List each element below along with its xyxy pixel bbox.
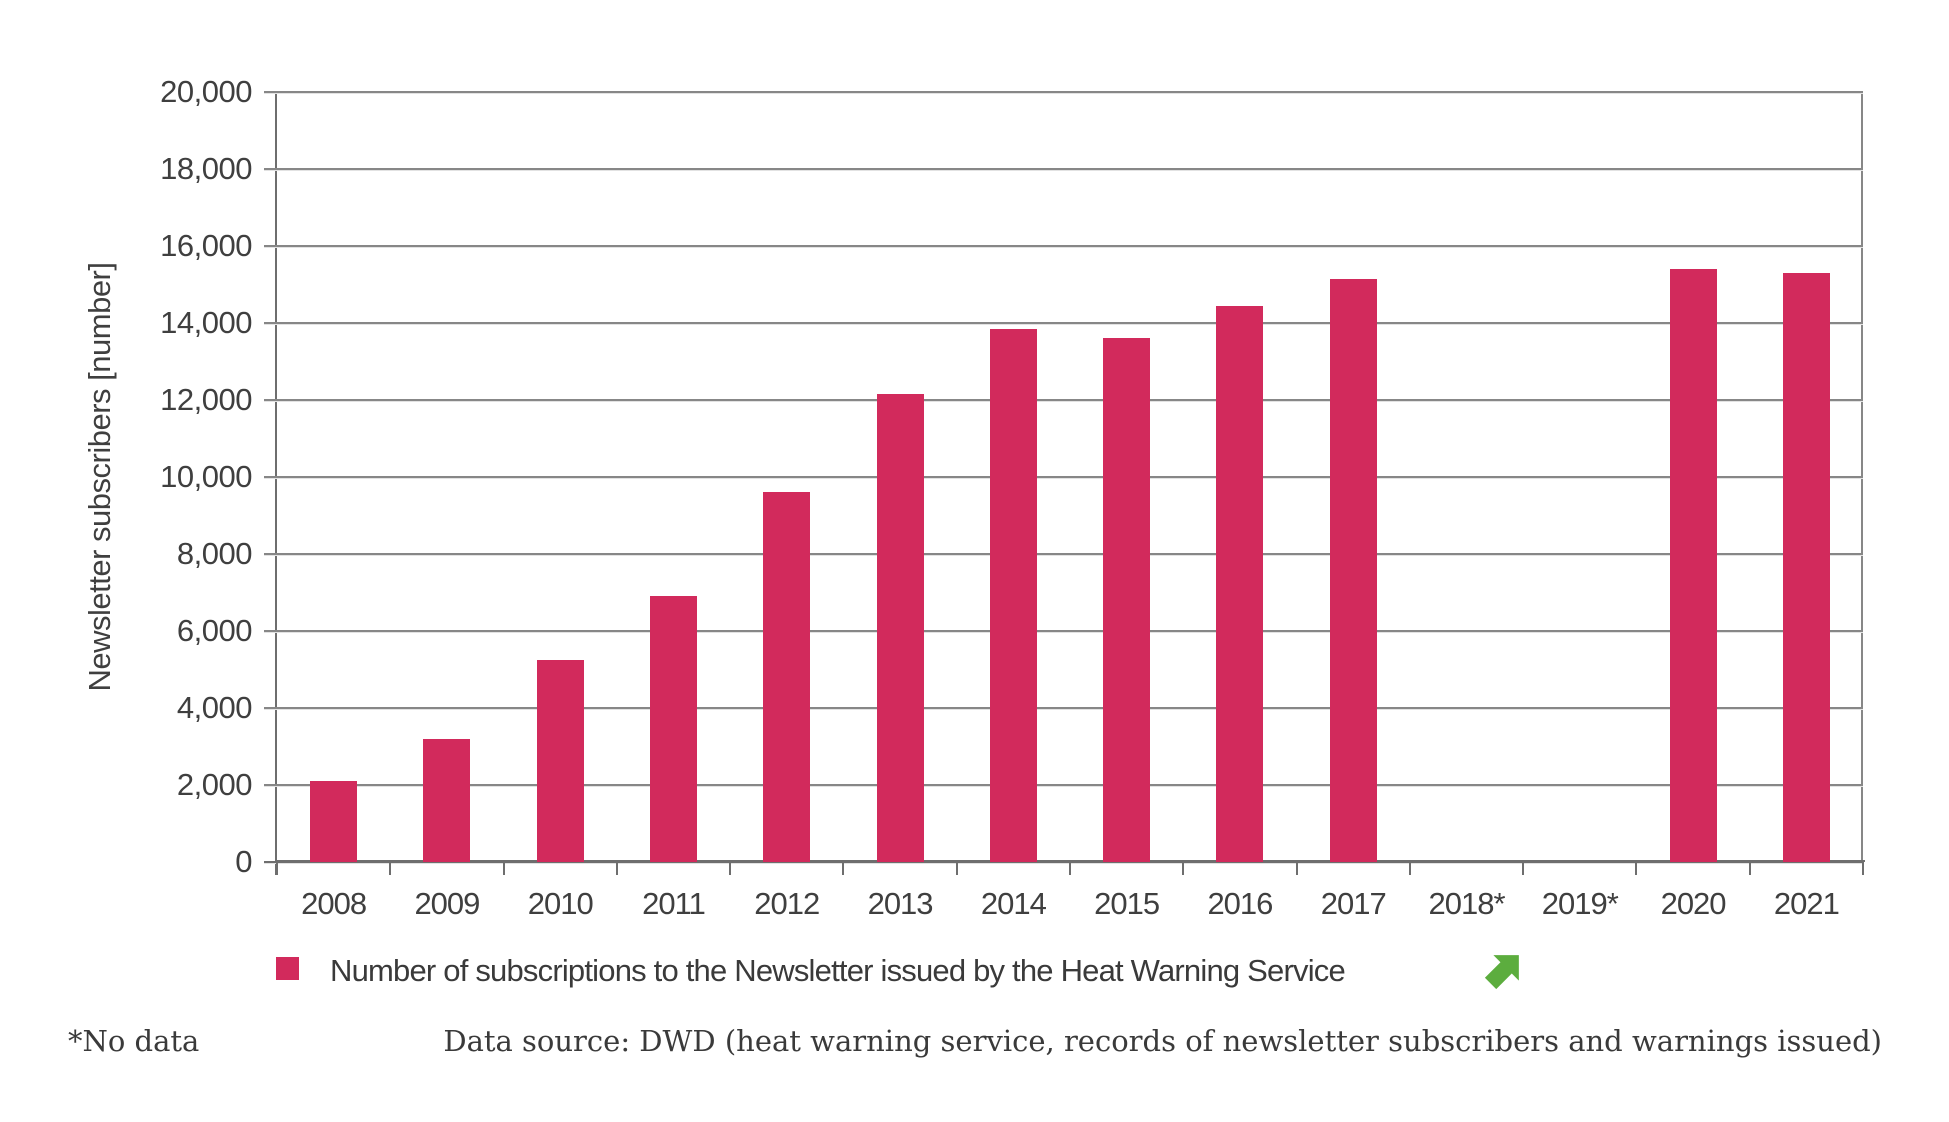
x-tick xyxy=(616,862,618,875)
bar-2008 xyxy=(310,781,358,862)
y-axis-line xyxy=(275,92,277,875)
y-tick-label: 20,000 xyxy=(160,74,252,109)
x-tick xyxy=(1069,862,1071,875)
bar-2014 xyxy=(989,329,1037,862)
y-tick-label: 8,000 xyxy=(176,536,253,571)
gridline xyxy=(264,91,1863,93)
gridline xyxy=(264,630,1863,632)
x-tick xyxy=(729,862,731,875)
y-tick-label: 10,000 xyxy=(160,459,252,494)
gridline xyxy=(264,707,1863,709)
x-tick-label: 2009 xyxy=(414,886,480,921)
x-tick xyxy=(503,862,505,875)
x-tick xyxy=(276,862,278,875)
trend-up-arrow-icon xyxy=(1484,955,1519,990)
gridline xyxy=(264,399,1863,401)
gridline xyxy=(264,322,1863,324)
y-tick-label: 16,000 xyxy=(160,228,252,263)
x-tick-label: 2019* xyxy=(1541,886,1619,921)
x-tick-label: 2012 xyxy=(754,886,820,921)
x-tick xyxy=(389,862,391,875)
data-source-note: Data source: DWD (heat warning service, … xyxy=(443,1024,1882,1058)
legend-swatch xyxy=(276,957,299,980)
x-tick xyxy=(1296,862,1298,875)
x-tick-label: 2016 xyxy=(1207,886,1273,921)
bar-2017 xyxy=(1329,279,1377,862)
plot-area: 20,000 18,000 16,000 14,000 12,000 10,000 8,00… xyxy=(160,75,1865,921)
no-data-footnote: *No data xyxy=(68,1024,200,1058)
bar-2021 xyxy=(1782,273,1830,862)
x-tick xyxy=(956,862,958,875)
gridline xyxy=(264,476,1863,478)
x-tick-label: 2008 xyxy=(301,886,367,921)
y-tick-label: 12,000 xyxy=(160,382,252,417)
bar-2020 xyxy=(1669,269,1717,862)
bar-2016 xyxy=(1216,306,1264,862)
bar-2015 xyxy=(1103,338,1151,862)
gridline xyxy=(264,245,1863,247)
x-tick-label: 2014 xyxy=(980,886,1047,921)
y-tick-label: 4,000 xyxy=(176,690,253,725)
y-tick-label: 6,000 xyxy=(176,613,253,648)
bar-2010 xyxy=(536,660,584,862)
bar-2011 xyxy=(650,596,697,862)
x-tick xyxy=(1862,862,1864,875)
y-tick-label: 14,000 xyxy=(160,305,252,340)
bar-2013 xyxy=(876,394,924,862)
x-tick-label: 2020 xyxy=(1660,886,1727,921)
x-tick xyxy=(1749,862,1751,875)
x-tick-label: 2011 xyxy=(642,886,706,921)
x-tick-label: 2018* xyxy=(1428,886,1505,921)
bar-2012 xyxy=(763,492,811,862)
x-tick xyxy=(1635,862,1637,875)
bar-2009 xyxy=(423,739,471,862)
x-tick xyxy=(842,862,844,875)
gridline xyxy=(264,861,1863,863)
y-tick-label: 18,000 xyxy=(160,151,252,186)
x-tick xyxy=(1409,862,1411,875)
legend-label: Number of subscriptions to the Newslette… xyxy=(330,953,1346,988)
x-tick-label: 2015 xyxy=(1094,886,1160,921)
x-tick-label: 2010 xyxy=(527,886,594,921)
y-tick-label: 2,000 xyxy=(176,767,253,802)
x-tick-label: 2013 xyxy=(867,886,934,921)
x-tick xyxy=(1182,862,1184,875)
gridline xyxy=(264,784,1863,786)
x-tick-label: 2021 xyxy=(1773,886,1840,921)
gridline xyxy=(264,168,1863,170)
x-tick xyxy=(1522,862,1524,875)
y-tick-label: 0 xyxy=(235,844,252,879)
x-tick-label: 2017 xyxy=(1320,886,1387,921)
gridline xyxy=(264,553,1863,555)
